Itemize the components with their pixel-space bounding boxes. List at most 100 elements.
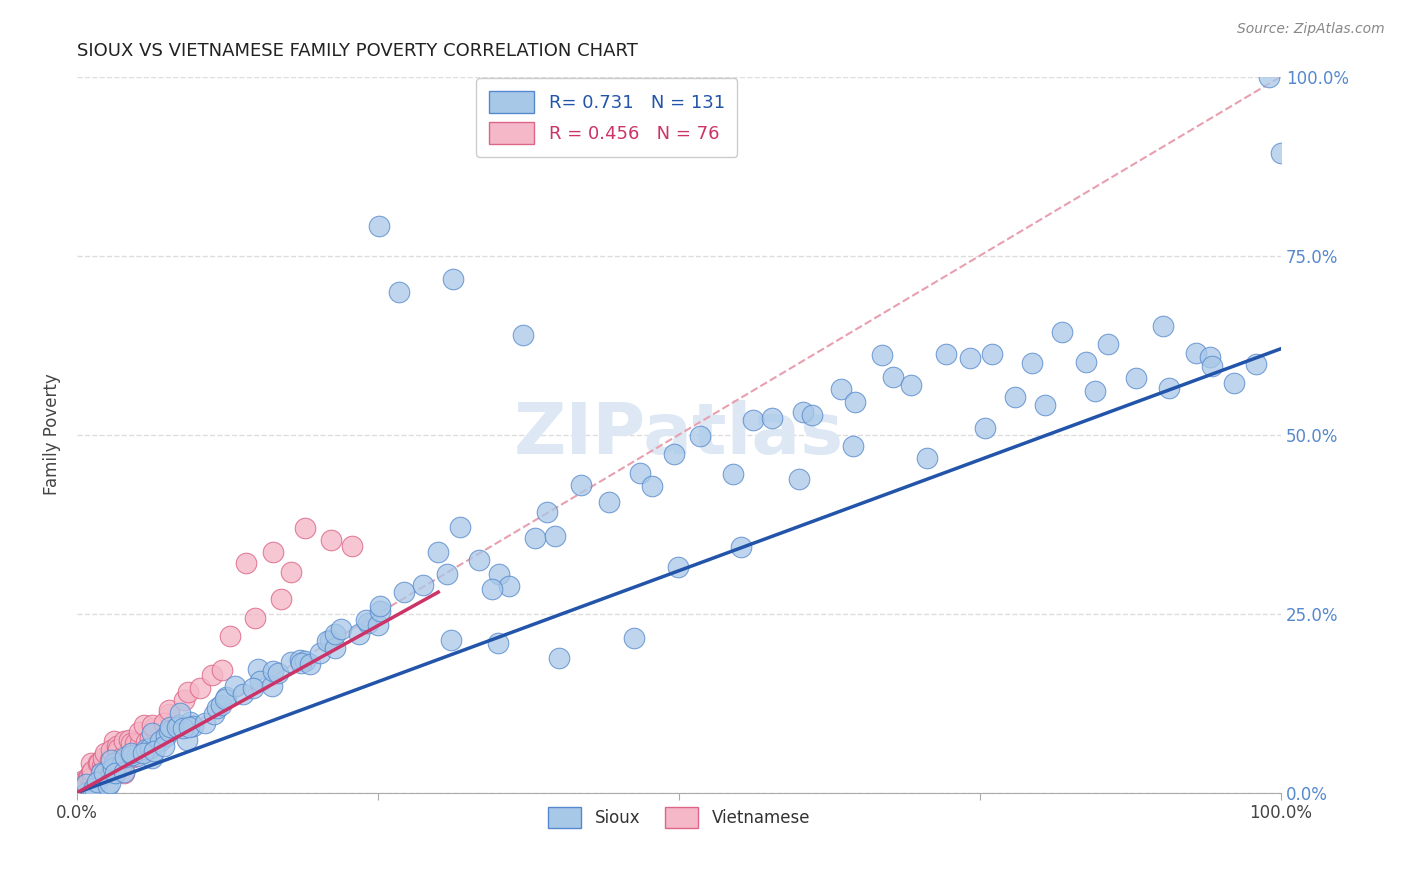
Point	[730, 540, 752, 554]
Point	[598, 494, 620, 508]
Point	[368, 604, 391, 618]
Point	[125, 749, 148, 764]
Point	[121, 747, 143, 762]
Point	[441, 272, 464, 286]
Point	[86, 775, 108, 789]
Point	[915, 450, 938, 465]
Point	[87, 756, 110, 770]
Point	[219, 629, 242, 643]
Point	[70, 774, 93, 789]
Point	[662, 448, 685, 462]
Point	[80, 764, 103, 778]
Point	[412, 577, 434, 591]
Point	[97, 779, 120, 793]
Point	[97, 763, 120, 777]
Point	[280, 655, 302, 669]
Point	[900, 378, 922, 392]
Point	[367, 618, 389, 632]
Y-axis label: Family Poverty: Family Poverty	[44, 374, 60, 495]
Point	[249, 673, 271, 688]
Point	[1246, 357, 1268, 371]
Point	[114, 749, 136, 764]
Point	[1223, 376, 1246, 390]
Point	[103, 757, 125, 772]
Point	[316, 633, 339, 648]
Point	[141, 718, 163, 732]
Point	[107, 742, 129, 756]
Point	[172, 721, 194, 735]
Point	[90, 759, 112, 773]
Point	[100, 753, 122, 767]
Point	[188, 681, 211, 695]
Point	[75, 786, 97, 800]
Point	[98, 763, 121, 777]
Point	[143, 744, 166, 758]
Point	[112, 765, 135, 780]
Point	[1152, 318, 1174, 333]
Point	[100, 775, 122, 789]
Point	[67, 786, 90, 800]
Point	[87, 756, 110, 771]
Point	[981, 347, 1004, 361]
Point	[481, 582, 503, 596]
Legend: Sioux, Vietnamese: Sioux, Vietnamese	[541, 801, 817, 834]
Point	[787, 472, 810, 486]
Point	[641, 479, 664, 493]
Point	[262, 664, 284, 678]
Point	[468, 553, 491, 567]
Text: SIOUX VS VIETNAMESE FAMILY POVERTY CORRELATION CHART: SIOUX VS VIETNAMESE FAMILY POVERTY CORRE…	[77, 42, 638, 60]
Point	[844, 395, 866, 409]
Point	[122, 749, 145, 764]
Point	[80, 779, 103, 793]
Point	[120, 736, 142, 750]
Point	[340, 539, 363, 553]
Point	[388, 285, 411, 299]
Point	[152, 739, 174, 753]
Point	[80, 770, 103, 784]
Point	[201, 667, 224, 681]
Point	[107, 760, 129, 774]
Point	[215, 690, 238, 705]
Point	[118, 733, 141, 747]
Point	[90, 766, 112, 780]
Point	[1258, 70, 1281, 84]
Point	[1125, 370, 1147, 384]
Point	[169, 706, 191, 721]
Point	[141, 725, 163, 739]
Point	[761, 411, 783, 425]
Point	[75, 777, 97, 791]
Point	[294, 654, 316, 668]
Point	[329, 622, 352, 636]
Point	[721, 467, 744, 481]
Point	[232, 687, 254, 701]
Point	[91, 764, 114, 778]
Point	[169, 718, 191, 732]
Point	[323, 640, 346, 655]
Point	[262, 545, 284, 559]
Point	[623, 631, 645, 645]
Point	[368, 599, 391, 613]
Point	[120, 746, 142, 760]
Point	[149, 733, 172, 747]
Point	[157, 706, 180, 721]
Text: ZIPatlas: ZIPatlas	[515, 401, 844, 469]
Point	[80, 766, 103, 780]
Point	[202, 707, 225, 722]
Point	[155, 730, 177, 744]
Point	[179, 720, 201, 734]
Point	[959, 351, 981, 366]
Point	[128, 736, 150, 750]
Point	[112, 750, 135, 764]
Point	[321, 533, 343, 548]
Point	[571, 478, 593, 492]
Point	[488, 567, 510, 582]
Point	[104, 765, 127, 780]
Point	[125, 737, 148, 751]
Point	[82, 785, 104, 799]
Point	[1050, 325, 1073, 339]
Point	[159, 720, 181, 734]
Point	[138, 740, 160, 755]
Point	[103, 734, 125, 748]
Point	[176, 732, 198, 747]
Point	[80, 780, 103, 795]
